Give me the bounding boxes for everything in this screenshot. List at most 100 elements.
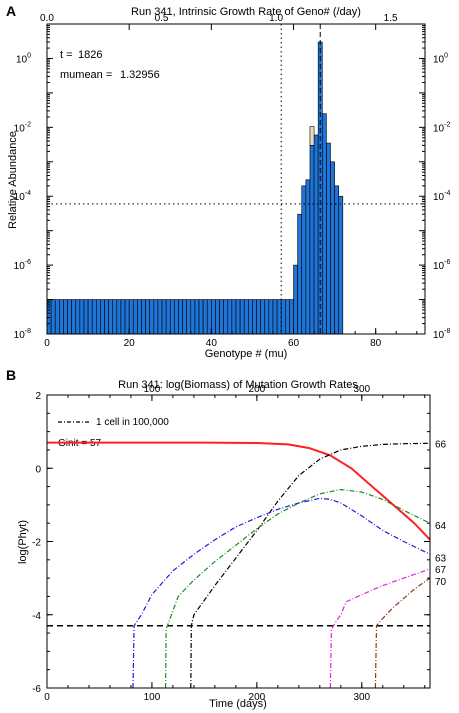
bar-background bbox=[91, 299, 97, 335]
bar-background bbox=[219, 299, 224, 335]
chart-a-mumean-value: 1.32956 bbox=[120, 69, 160, 81]
bar-background bbox=[83, 299, 89, 335]
bar-background bbox=[63, 299, 68, 335]
bar-background bbox=[87, 299, 93, 335]
bar-genotype bbox=[313, 134, 319, 335]
bar-background bbox=[137, 299, 142, 335]
series-line-red bbox=[47, 441, 431, 541]
bar-background bbox=[276, 299, 282, 335]
bar-background bbox=[50, 299, 56, 335]
bar-background bbox=[116, 299, 122, 335]
bar-background bbox=[280, 299, 286, 335]
bar-genotype bbox=[305, 179, 311, 335]
y-tick-label-right: 10-4 bbox=[433, 190, 450, 203]
axes-frame-b bbox=[46, 394, 431, 689]
top-tick-label: 0.5 bbox=[155, 13, 169, 24]
y-tick-label: 10-2 bbox=[14, 121, 31, 134]
bar-background bbox=[96, 299, 101, 335]
bar-background bbox=[165, 299, 171, 335]
x-tick-label-b: 100 bbox=[144, 692, 161, 703]
bar-background bbox=[243, 299, 249, 335]
bar-genotype bbox=[297, 213, 303, 335]
chart-b-xlabel: Time (days) bbox=[209, 698, 267, 710]
bar-background bbox=[54, 299, 60, 335]
x-tick-label-b: 200 bbox=[249, 692, 266, 703]
top-tick-label: 0.0 bbox=[40, 13, 54, 24]
top-tick-label-b: 100 bbox=[144, 384, 161, 395]
bar-background bbox=[145, 299, 151, 335]
series-end-label: 63 bbox=[435, 553, 447, 564]
y-tick-label: 10-6 bbox=[14, 259, 31, 272]
panel-b-letter: B bbox=[6, 367, 16, 383]
bar-background bbox=[268, 299, 274, 335]
series-line-64 bbox=[165, 488, 431, 689]
bar-background bbox=[75, 299, 81, 335]
y-tick-label-b: -6 bbox=[32, 684, 41, 695]
chart-b-ylabel: log(Phyt) bbox=[17, 520, 29, 564]
series-end-label: 70 bbox=[435, 577, 447, 588]
axes-frame bbox=[46, 23, 426, 335]
top-tick-label: 1.0 bbox=[269, 13, 283, 24]
bar-background bbox=[256, 299, 261, 335]
bar-genotype bbox=[330, 161, 335, 335]
top-tick-label-b: 200 bbox=[249, 384, 266, 395]
bar-background bbox=[161, 299, 167, 335]
x-tick-label: 20 bbox=[124, 338, 136, 349]
bar-genotype bbox=[285, 299, 290, 335]
bar-background bbox=[239, 299, 245, 335]
y-tick-label-b: -4 bbox=[32, 611, 41, 622]
y-tick-label-b: -2 bbox=[32, 538, 41, 549]
bar-background bbox=[252, 299, 257, 335]
bar-genotype bbox=[326, 142, 331, 335]
bar-background bbox=[71, 299, 77, 335]
chart-b-legend-label: 1 cell in 100,000 bbox=[96, 417, 169, 428]
bar-background bbox=[149, 299, 155, 335]
chart-b-title: Run 341: log(Biomass) of Mutation Growth… bbox=[118, 379, 358, 391]
chart-a-ylabel: Relative Abundance bbox=[7, 131, 19, 229]
chart-a-mumean-label: mumean = bbox=[60, 69, 112, 81]
bar-background bbox=[202, 299, 208, 335]
bar-background bbox=[174, 299, 179, 335]
bar-background bbox=[206, 299, 212, 335]
bar-background bbox=[215, 299, 220, 335]
bar-background bbox=[272, 299, 278, 335]
chart-a-title: Run 341, Intrinsic Growth Rate of Geno# … bbox=[131, 6, 361, 18]
y-tick-label-right: 10-2 bbox=[433, 121, 450, 134]
x-tick-label: 40 bbox=[206, 338, 218, 349]
series-line-66 bbox=[190, 442, 431, 689]
bar-genotype bbox=[334, 185, 340, 335]
series-line-70 bbox=[374, 577, 431, 689]
bar-background bbox=[112, 299, 118, 335]
top-tick-label-b: 300 bbox=[353, 384, 370, 395]
panel-a-letter: A bbox=[6, 3, 16, 19]
bar-genotype bbox=[293, 264, 298, 335]
y-tick-label-right: 100 bbox=[433, 52, 448, 65]
bar-background bbox=[128, 299, 134, 335]
series-end-label: 67 bbox=[435, 565, 447, 576]
x-tick-label: 60 bbox=[288, 338, 300, 349]
bar-background bbox=[124, 299, 130, 335]
series-line-67 bbox=[329, 568, 431, 689]
bar-genotype bbox=[309, 145, 315, 335]
bar-background bbox=[67, 299, 72, 335]
bar-background bbox=[186, 299, 192, 335]
top-tick-label: 1.5 bbox=[384, 13, 398, 24]
series-line-63 bbox=[132, 497, 431, 689]
bar-background bbox=[198, 299, 204, 335]
bar-genotype bbox=[321, 113, 327, 335]
series-end-label: 64 bbox=[435, 521, 447, 532]
bar-background bbox=[182, 299, 187, 335]
y-tick-label: 100 bbox=[16, 52, 31, 65]
bar-background bbox=[59, 299, 64, 335]
chart-a-time-label: t = bbox=[60, 49, 73, 61]
bar-background bbox=[178, 299, 183, 335]
bar-background bbox=[120, 299, 126, 335]
x-tick-label-b: 0 bbox=[44, 692, 50, 703]
series-end-label: 66 bbox=[435, 439, 447, 450]
bar-background bbox=[141, 299, 146, 335]
bar-background bbox=[211, 299, 216, 335]
bar-background bbox=[248, 299, 253, 335]
bar-background bbox=[260, 299, 266, 335]
bar-genotype bbox=[301, 185, 307, 335]
